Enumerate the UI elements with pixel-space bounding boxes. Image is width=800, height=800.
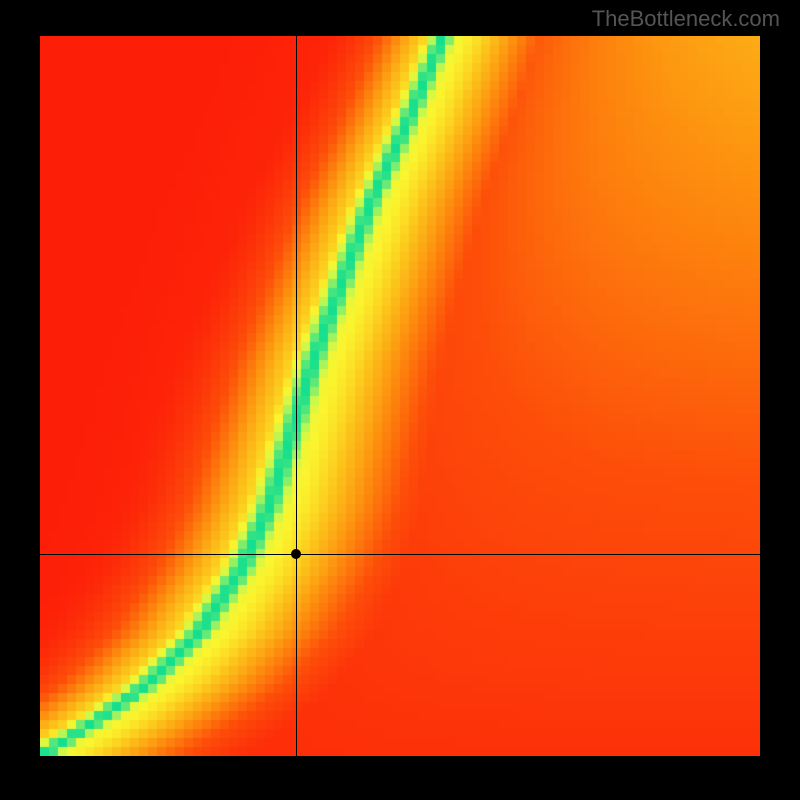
- crosshair-marker: [291, 549, 301, 559]
- crosshair-horizontal: [40, 554, 760, 555]
- heatmap-canvas: [40, 36, 760, 756]
- watermark-text: TheBottleneck.com: [592, 6, 780, 32]
- heatmap-plot: [40, 36, 760, 756]
- crosshair-vertical: [296, 36, 297, 756]
